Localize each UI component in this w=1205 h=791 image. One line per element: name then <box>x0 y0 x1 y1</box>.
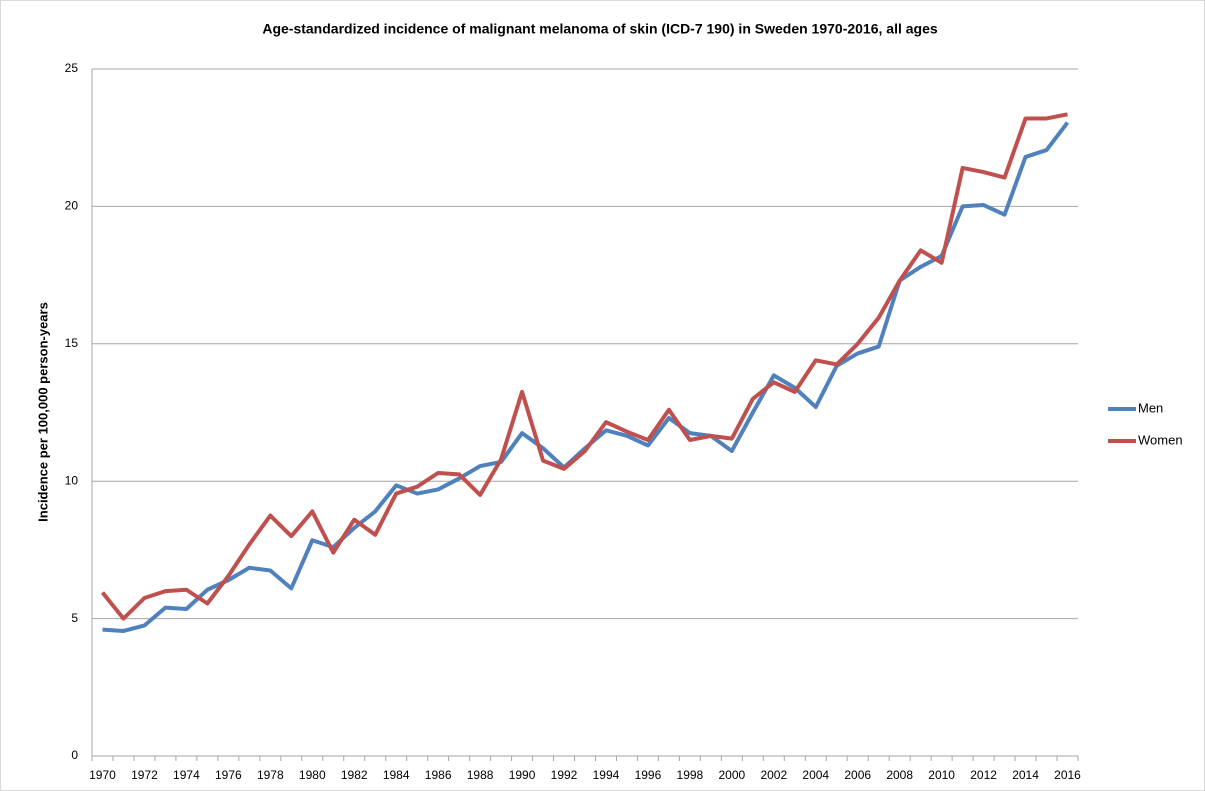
x-tick-label: 2010 <box>928 768 955 782</box>
x-tick-label: 1994 <box>593 768 620 782</box>
y-tick-label: 25 <box>65 61 79 75</box>
x-tick-label: 1992 <box>551 768 578 782</box>
x-tick-label: 1978 <box>257 768 284 782</box>
x-tick-label: 2014 <box>1012 768 1039 782</box>
x-tick-label: 1976 <box>215 768 242 782</box>
x-tick-label: 1970 <box>89 768 116 782</box>
x-tick-label: 2000 <box>718 768 745 782</box>
x-tick-label: 1986 <box>425 768 452 782</box>
legend-label: Women <box>1138 432 1183 447</box>
y-tick-label: 15 <box>65 336 79 350</box>
y-tick-label: 10 <box>65 473 79 487</box>
x-tick-label: 2012 <box>970 768 997 782</box>
x-tick-label: 2006 <box>844 768 871 782</box>
x-tick-label: 1996 <box>635 768 662 782</box>
x-tick-label: 2016 <box>1054 768 1081 782</box>
y-tick-label: 0 <box>71 748 78 762</box>
x-tick-label: 1990 <box>509 768 536 782</box>
chart-title: Age-standardized incidence of malignant … <box>262 21 938 37</box>
x-tick-label: 2008 <box>886 768 913 782</box>
legend-label: Men <box>1138 400 1163 415</box>
x-tick-label: 1974 <box>173 768 200 782</box>
data-line <box>100 112 1068 621</box>
x-tick-label: 1984 <box>383 768 410 782</box>
x-tick-label: 1982 <box>341 768 368 782</box>
x-tick-label: 1998 <box>677 768 704 782</box>
y-tick-label: 5 <box>71 611 78 625</box>
x-tick-label: 1980 <box>299 768 326 782</box>
x-tick-label: 1988 <box>467 768 494 782</box>
x-tick-label: 2004 <box>802 768 829 782</box>
x-tick-label: 2002 <box>760 768 787 782</box>
y-tick-label: 20 <box>65 199 79 213</box>
x-tick-label: 1972 <box>131 768 158 782</box>
y-axis-title: Incidence per 100,000 person-years <box>35 302 50 522</box>
